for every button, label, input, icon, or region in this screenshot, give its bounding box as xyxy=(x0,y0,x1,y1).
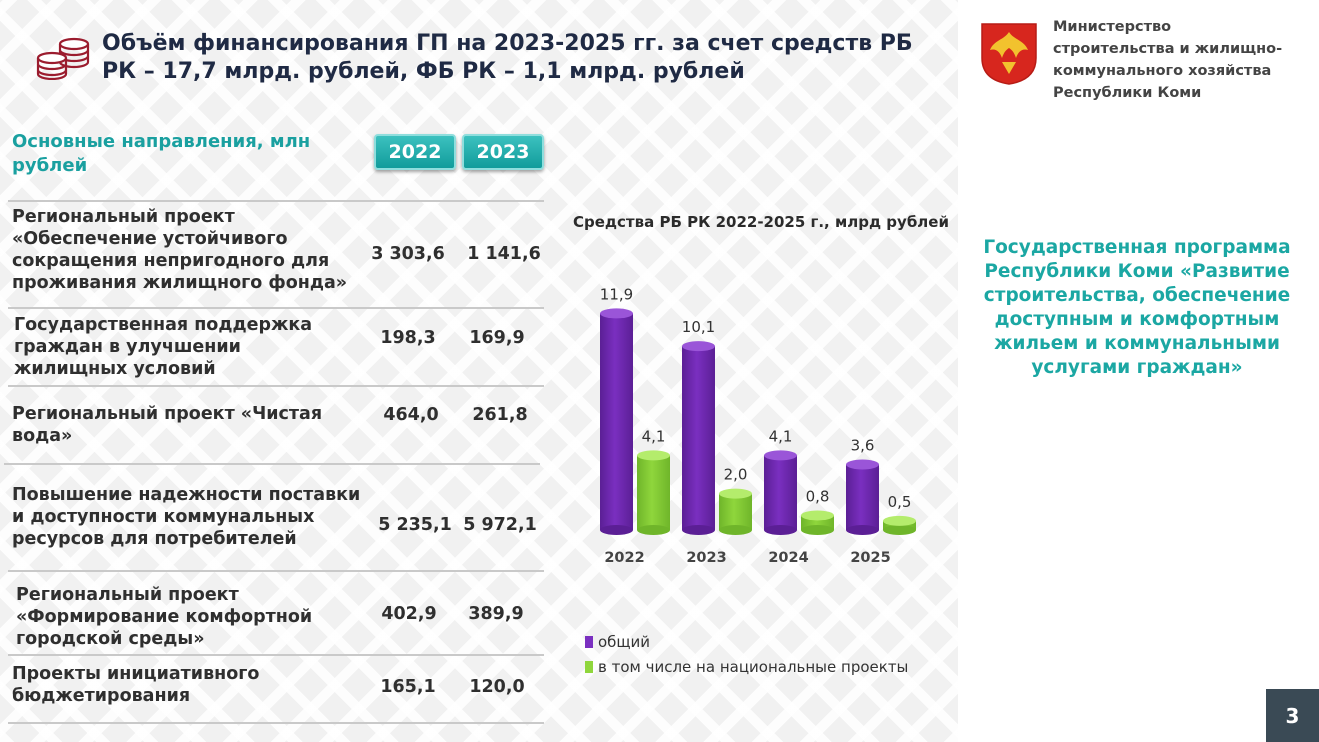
data-label-national-2023: 2,0 xyxy=(724,466,748,484)
x-tick-label-2024: 2024 xyxy=(768,550,808,566)
chart-title: Средства РБ РК 2022-2025 г., млрд рублей xyxy=(573,213,949,231)
legend-item-total: общий xyxy=(585,633,650,651)
legend-label-national: в том числе на национальные проекты xyxy=(598,658,909,676)
bar-national-2022 xyxy=(637,455,670,530)
bar-total-2022 xyxy=(600,313,633,530)
patterned-background xyxy=(0,0,958,742)
x-tick-label-2022: 2022 xyxy=(604,550,644,566)
bar-total-2023 xyxy=(682,346,715,530)
row-divider xyxy=(4,463,540,465)
row-name: Региональный проект «Чистая вода» xyxy=(12,404,323,446)
bar-national-base-2024 xyxy=(801,525,834,535)
bar-total-top-2022 xyxy=(600,308,633,319)
data-label-total-2022: 11,9 xyxy=(600,285,633,303)
row-value-2022: 5 235,1 xyxy=(378,515,452,535)
bar-total-top-2023 xyxy=(682,341,715,352)
row-value-2022: 402,9 xyxy=(381,604,437,624)
row-name: Повышение надежности поставки и доступно… xyxy=(12,485,361,549)
coins-icon xyxy=(36,37,90,80)
bar-national-top-2023 xyxy=(719,488,752,499)
row-value-2022: 3 303,6 xyxy=(371,244,445,264)
bar-total-2025 xyxy=(846,464,879,530)
bar-total-base-2024 xyxy=(764,525,797,535)
row-value-2023: 5 972,1 xyxy=(463,515,537,535)
bar-total-base-2023 xyxy=(682,525,715,535)
x-tick-label-2023: 2023 xyxy=(686,550,726,566)
x-tick-label-2025: 2025 xyxy=(850,550,890,566)
row-name: Проекты инициативного бюджетирования xyxy=(12,664,260,706)
data-label-total-2025: 3,6 xyxy=(851,436,875,454)
row-divider xyxy=(8,570,544,572)
year-badge-2023: 2023 xyxy=(462,134,544,170)
row-value-2023: 120,0 xyxy=(469,677,525,697)
table-heading: Основные направления, млн рублей xyxy=(12,131,311,176)
row-value-2022: 165,1 xyxy=(380,677,436,697)
data-label-total-2024: 4,1 xyxy=(769,427,793,445)
legend-swatch-national xyxy=(585,661,593,673)
data-label-national-2025: 0,5 xyxy=(888,493,912,511)
bar-national-base-2022 xyxy=(637,525,670,535)
row-name: Региональный проект «Формирование комфор… xyxy=(16,585,313,649)
row-value-2023: 261,8 xyxy=(472,405,528,425)
row-value-2022: 198,3 xyxy=(380,328,436,348)
data-label-national-2024: 0,8 xyxy=(806,487,830,505)
bar-national-2023 xyxy=(719,493,752,530)
data-label-national-2022: 4,1 xyxy=(642,427,666,445)
row-value-2023: 169,9 xyxy=(469,328,525,348)
bar-national-top-2025 xyxy=(883,515,916,526)
row-value-2023: 1 141,6 xyxy=(467,244,541,264)
ministry-name: Министерство строительства и жилищно- ко… xyxy=(1053,19,1283,101)
page-title: Объём финансирования ГП на 2023-2025 гг.… xyxy=(102,31,913,84)
bar-total-top-2024 xyxy=(764,450,797,461)
side-panel xyxy=(958,0,1319,742)
coat-of-arms-icon xyxy=(981,23,1037,85)
bar-total-2024 xyxy=(764,455,797,530)
row-name: Региональный проект «Обеспечение устойчи… xyxy=(12,207,348,293)
bar-total-top-2025 xyxy=(846,459,879,470)
row-divider xyxy=(8,654,544,656)
row-value-2022: 464,0 xyxy=(383,405,439,425)
bar-national-top-2024 xyxy=(801,510,834,521)
bar-total-base-2022 xyxy=(600,525,633,535)
bar-chart: 11,9 4,1 2022 10,1 2,0 2023 4,1 0,8 2024 3,6 0,5 20… xyxy=(600,285,916,566)
row-value-2023: 389,9 xyxy=(468,604,524,624)
bar-national-top-2022 xyxy=(637,450,670,461)
data-label-total-2023: 10,1 xyxy=(682,318,715,336)
row-name: Государственная поддержка граждан в улуч… xyxy=(14,315,313,379)
row-divider xyxy=(8,385,544,387)
bar-total-base-2025 xyxy=(846,525,879,535)
page-number: 3 xyxy=(1266,689,1319,742)
year-badge-2022: 2022 xyxy=(374,134,456,170)
row-divider xyxy=(8,722,544,724)
bar-national-base-2025 xyxy=(883,525,916,535)
row-divider xyxy=(8,200,544,202)
program-title: Государственная программа Республики Ком… xyxy=(983,237,1291,378)
row-divider xyxy=(8,307,544,309)
legend-swatch-total xyxy=(585,636,593,648)
bar-national-base-2023 xyxy=(719,525,752,535)
legend-item-national: в том числе на национальные проекты xyxy=(585,658,908,676)
legend-label-total: общий xyxy=(598,633,651,651)
